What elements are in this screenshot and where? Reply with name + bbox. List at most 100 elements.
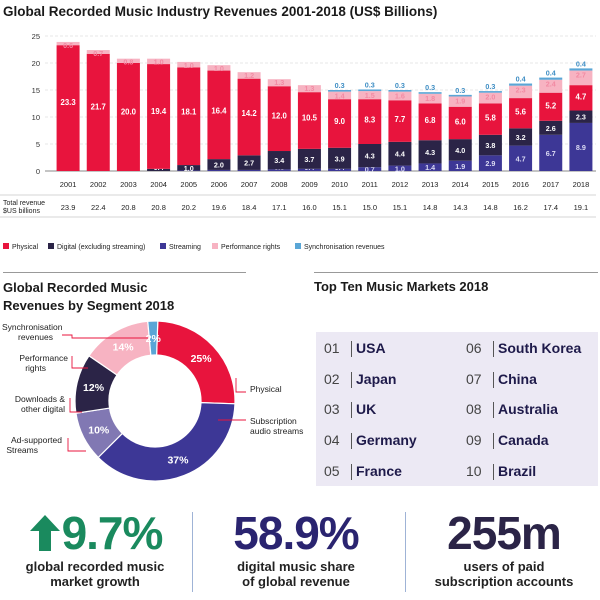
- bar-segment: [267, 79, 291, 87]
- total-revenue-value: 19.1: [574, 203, 589, 212]
- bar-value-label: 4.7: [516, 154, 526, 163]
- market-rank: 10: [466, 463, 482, 479]
- donut-slice: [97, 401, 236, 482]
- donut-callout-label: Physical: [250, 384, 282, 394]
- bar-segment: [237, 155, 261, 170]
- market-country: Germany: [356, 432, 417, 448]
- bar-segment: [539, 92, 563, 121]
- bar-segment: [56, 41, 80, 46]
- x-tick-label: 2001: [60, 180, 77, 189]
- market-rank: 08: [466, 401, 482, 417]
- bar-segment: [116, 58, 140, 63]
- total-revenue-value: 16.0: [302, 203, 317, 212]
- legend-label: Digital (excluding streaming): [57, 244, 145, 251]
- bar-segment: [297, 168, 321, 171]
- bar-segment: [358, 91, 382, 100]
- bar-value-label: 8.3: [364, 115, 376, 124]
- callout-line: [62, 334, 148, 339]
- kpi-digital-share: 58.9% digital music share of global reve…: [196, 507, 396, 589]
- kpi-divider: [405, 512, 406, 592]
- bar-value-label: 0.3: [365, 80, 375, 89]
- donut-slice-label: 12%: [83, 382, 105, 394]
- bar-segment: [418, 140, 442, 164]
- donut-title-line-2: Revenues by Segment 2018: [3, 298, 175, 313]
- legend-swatch: [160, 243, 166, 249]
- market-item: 04 Germany: [324, 429, 417, 451]
- bar-value-label: 14.2: [241, 109, 257, 118]
- kpi-growth-label-1: global recorded music: [25, 559, 165, 574]
- total-revenue-label: $US billions: [3, 208, 40, 215]
- bar-value-label: 8.9: [576, 143, 586, 152]
- bar-segment: [418, 92, 442, 94]
- bar-value-label: 1.6: [395, 92, 405, 101]
- revenue-bar-chart: 0 5 10 15 20 25 23.3 0.6 2001 23.9 21.7 0.7 2002 22.4…: [0, 32, 596, 251]
- bar-value-label: 1.9: [455, 162, 465, 171]
- bar-value-label: 2.4: [546, 80, 556, 89]
- x-tick-label: 2008: [271, 180, 288, 189]
- callout-line: [71, 356, 88, 369]
- kpi-subs-label-1: users of paid: [463, 559, 545, 574]
- bar-segment: [448, 94, 472, 97]
- donut-slice-label: 25%: [191, 353, 213, 365]
- total-revenue-value: 20.8: [121, 203, 136, 212]
- bar-value-label: 0.3: [395, 81, 405, 90]
- bar-segment: [267, 86, 291, 152]
- segment-donut-chart: 25% 37% 10% 12% 14% 2% Synchronisationrevenues…: [2, 320, 303, 482]
- x-tick-label: 2015: [482, 180, 499, 189]
- main-chart-title: Global Recorded Music Industry Revenues …: [3, 4, 438, 19]
- x-tick-label: 2007: [241, 180, 258, 189]
- x-tick-label: 2011: [362, 180, 378, 189]
- total-revenue-value: 14.8: [423, 203, 438, 212]
- donut-callout-label: other digital: [21, 404, 65, 414]
- x-tick-label: 2012: [392, 180, 409, 189]
- bar-segment: [358, 89, 382, 92]
- bar-value-label: 6.7: [546, 149, 556, 158]
- kpi-subs-label-2: subscription accounts: [434, 574, 574, 589]
- bar-value-label: 6.0: [455, 117, 467, 126]
- bar-segment: [147, 64, 171, 169]
- donut-title-line-1: Global Recorded Music: [3, 280, 148, 295]
- bar-segment: [569, 110, 593, 123]
- bar-value-label: 3.8: [485, 141, 495, 150]
- kpi-subscriptions: 255m users of paid subscription accounts: [408, 507, 600, 589]
- legend-label: Streaming: [169, 244, 201, 251]
- bar-segment: [328, 168, 352, 171]
- total-revenue-value: 22.4: [91, 203, 106, 212]
- total-revenue-value: 20.2: [181, 203, 196, 212]
- bar-value-label: 9.0: [334, 117, 346, 126]
- bar-value-label: 0.6: [63, 41, 73, 50]
- market-rank: 05: [324, 463, 340, 479]
- market-rank: 02: [324, 371, 340, 387]
- bar-segment: [116, 63, 140, 171]
- bar-value-label: 3.9: [335, 154, 345, 163]
- donut-slice-label: 2%: [146, 333, 162, 345]
- total-revenue-value: 17.4: [543, 203, 558, 212]
- bar-segment: [147, 58, 171, 65]
- bar-value-label: 5.8: [485, 114, 497, 123]
- bar-value-label: 1.8: [425, 94, 435, 103]
- kpi-share-value: 58.9%: [233, 507, 359, 559]
- market-item: 02 Japan: [324, 368, 396, 390]
- bar-segment: [478, 155, 502, 171]
- bar-value-label: 1.3: [304, 84, 314, 93]
- bar-value-label: 19.4: [151, 107, 167, 116]
- y-tick-label: 0: [36, 167, 40, 176]
- bar-segment: [418, 163, 442, 171]
- x-tick-label: 2016: [512, 180, 529, 189]
- market-country: USA: [356, 340, 386, 356]
- bar-value-label: 2.6: [546, 124, 556, 133]
- bar-value-label: 2.3: [516, 86, 526, 95]
- bar-segment: [297, 85, 321, 93]
- legend-swatch: [3, 243, 9, 249]
- bar-segment: [237, 72, 261, 79]
- x-tick-label: 2005: [180, 180, 197, 189]
- callout-line: [235, 378, 246, 393]
- market-country: China: [498, 371, 537, 387]
- kpi-share-label-2: of global revenue: [242, 574, 350, 589]
- total-revenue-value: 18.4: [242, 203, 257, 212]
- market-country: France: [356, 463, 402, 479]
- bar-value-label: 4.3: [425, 148, 435, 157]
- total-revenue-value: 15.1: [332, 203, 347, 212]
- bar-segment: [177, 170, 201, 171]
- bar-value-label: 16.4: [211, 106, 227, 115]
